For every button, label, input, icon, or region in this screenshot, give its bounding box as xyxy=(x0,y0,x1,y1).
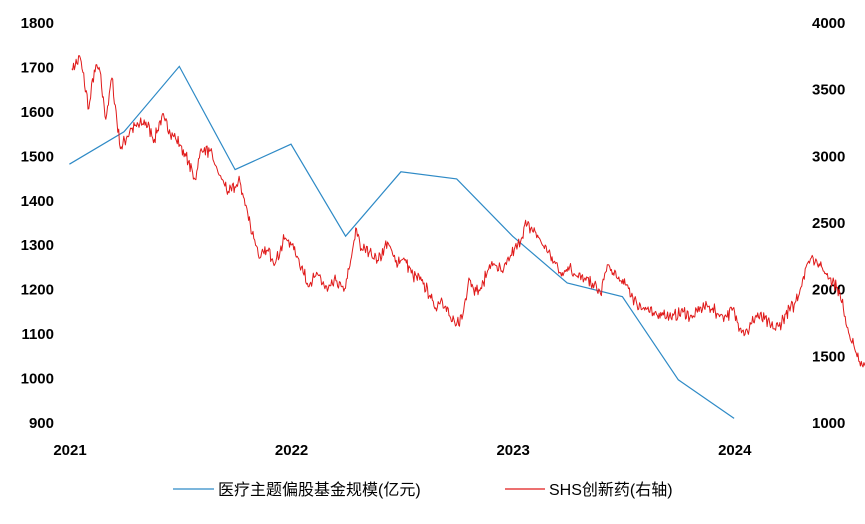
left-tick-label: 1700 xyxy=(21,59,54,76)
left-tick-label: 1600 xyxy=(21,104,54,121)
fund-size-point xyxy=(68,163,71,166)
left-tick-label: 900 xyxy=(29,415,54,432)
left-tick-label: 1200 xyxy=(21,282,54,299)
right-tick-label: 1000 xyxy=(812,415,845,432)
fund-size-point xyxy=(511,235,514,238)
fund-size-point xyxy=(178,65,181,68)
right-axis-ticks: 1000 1500 2000 2500 3000 3500 4000 xyxy=(812,15,845,432)
left-tick-label: 1000 xyxy=(21,371,54,388)
fund-size-point xyxy=(344,235,347,238)
right-tick-label: 3500 xyxy=(812,82,845,99)
x-tick-label: 2021 xyxy=(53,442,86,459)
left-tick-label: 1400 xyxy=(21,193,54,210)
legend-label-shs-innovative-drug: SHS创新药(右轴) xyxy=(549,481,673,499)
series-line-shs-innovative-drug xyxy=(71,55,865,368)
right-tick-label: 1500 xyxy=(812,348,845,365)
x-tick-label: 2022 xyxy=(275,442,308,459)
fund-size-point xyxy=(566,281,569,284)
fund-size-point xyxy=(234,168,237,171)
fund-size-point xyxy=(399,170,402,173)
left-tick-label: 1800 xyxy=(21,15,54,32)
series-line-fund-size xyxy=(69,65,735,419)
right-tick-label: 2000 xyxy=(812,282,845,299)
legend-label-fund-size: 医疗主题偏股基金规模(亿元) xyxy=(218,481,421,499)
fund-size-point xyxy=(123,130,126,133)
legend: 医疗主题偏股基金规模(亿元) SHS创新药(右轴) xyxy=(173,481,673,499)
right-tick-label: 4000 xyxy=(812,15,845,32)
left-tick-label: 1500 xyxy=(21,148,54,165)
fund-size-point xyxy=(677,378,680,381)
left-tick-label: 1100 xyxy=(21,326,54,343)
left-tick-label: 1300 xyxy=(21,237,54,254)
right-tick-label: 2500 xyxy=(812,215,845,232)
fund-size-point xyxy=(733,417,736,420)
left-axis-ticks: 900 1000 1100 1200 1300 1400 1500 1600 1700 1800 xyxy=(21,15,54,432)
x-tick-label: 2024 xyxy=(718,442,752,459)
right-tick-label: 3000 xyxy=(812,148,845,165)
fund-size-point xyxy=(621,295,624,298)
series-layer xyxy=(68,55,865,420)
x-tick-label: 2023 xyxy=(496,442,529,459)
fund-size-point xyxy=(455,177,458,180)
x-axis-ticks: 2021 2022 2023 2024 xyxy=(53,442,752,459)
fund-size-point xyxy=(290,143,293,146)
